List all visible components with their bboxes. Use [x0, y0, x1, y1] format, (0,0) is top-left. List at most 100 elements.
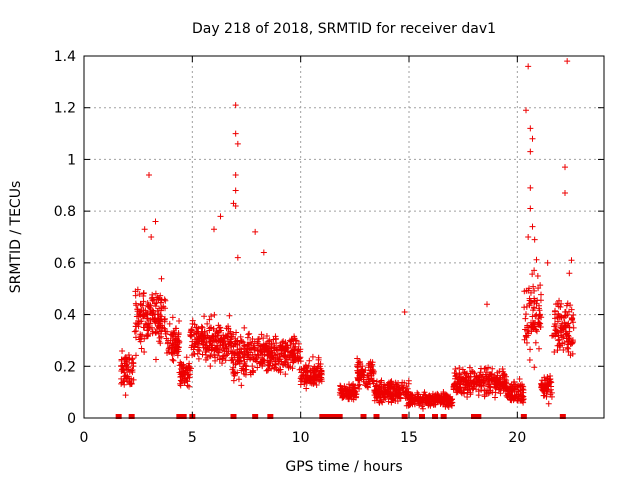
data-point: [345, 389, 352, 396]
data-point: [217, 213, 224, 220]
data-point: [203, 339, 210, 346]
data-point: [549, 332, 555, 339]
data-point: [181, 369, 188, 376]
data-point: [128, 367, 135, 374]
zero-flag-marker: [419, 414, 425, 419]
data-point: [155, 311, 162, 318]
data-point: [307, 367, 314, 374]
data-point: [346, 381, 353, 388]
data-point: [356, 385, 363, 392]
data-point: [545, 382, 552, 389]
data-point: [494, 372, 501, 379]
data-point: [295, 340, 302, 347]
data-point: [161, 296, 168, 303]
data-point: [533, 256, 540, 263]
data-point: [145, 326, 152, 333]
data-point: [174, 343, 181, 350]
data-point: [252, 228, 259, 235]
data-point: [161, 315, 168, 322]
grid: [84, 56, 604, 418]
data-point: [265, 338, 272, 345]
data-point: [396, 391, 403, 398]
zero-flag-marker: [267, 414, 274, 419]
data-point: [527, 184, 534, 191]
data-point: [139, 302, 146, 309]
data-point: [121, 360, 128, 367]
data-point: [214, 329, 221, 336]
data-point: [174, 346, 181, 353]
zero-flag-marker: [115, 414, 122, 419]
zero-flag-marker: [180, 414, 187, 419]
data-point: [191, 351, 198, 358]
data-point: [527, 125, 534, 132]
data-point: [538, 291, 545, 298]
data-point: [162, 305, 169, 312]
data-point: [152, 356, 159, 363]
data-point: [223, 344, 230, 351]
data-point: [569, 316, 576, 323]
data-point: [177, 377, 184, 384]
data-point: [465, 375, 472, 382]
data-point: [118, 363, 125, 370]
data-point: [191, 331, 198, 338]
data-point: [272, 333, 279, 340]
y-tick-label: 1.4: [54, 49, 76, 65]
data-point: [310, 380, 317, 387]
zero-flag-marker: [520, 414, 527, 419]
data-point: [129, 356, 136, 363]
zero-flag-marker: [440, 414, 447, 419]
data-point: [281, 360, 288, 367]
data-point: [263, 367, 270, 374]
data-point: [536, 345, 543, 352]
zero-flag-marker: [252, 414, 259, 419]
data-point: [165, 345, 172, 352]
x-tick-label: 20: [508, 430, 526, 446]
data-point: [522, 315, 529, 322]
data-point: [534, 272, 541, 279]
data-point: [242, 362, 249, 369]
data-point: [163, 335, 170, 342]
data-point: [385, 388, 392, 395]
data-point: [220, 342, 227, 349]
data-point: [461, 370, 468, 377]
data-point: [537, 282, 544, 289]
zero-flag-marker: [373, 414, 380, 419]
data-point: [167, 331, 174, 338]
data-point: [529, 313, 536, 320]
data-point: [216, 356, 223, 363]
data-point: [158, 322, 165, 329]
data-point: [560, 347, 567, 354]
data-point: [512, 394, 519, 401]
data-point: [456, 371, 463, 378]
data-point: [532, 326, 539, 333]
data-point: [403, 383, 410, 390]
data-point: [232, 130, 239, 137]
data-point: [140, 324, 147, 331]
data-point: [468, 379, 475, 386]
data-point: [368, 368, 375, 375]
axis-ticks: [83, 55, 604, 419]
data-point: [146, 324, 153, 331]
data-point: [141, 349, 148, 356]
data-point: [158, 333, 165, 340]
data-point: [228, 334, 235, 341]
data-point: [137, 318, 144, 325]
data-point: [503, 380, 510, 387]
data-point: [219, 360, 226, 367]
data-point: [221, 348, 228, 355]
data-point: [180, 361, 187, 368]
data-point: [464, 394, 471, 401]
zero-flag-marker: [401, 414, 408, 419]
data-point: [193, 339, 200, 346]
y-tick-label: 0.6: [54, 256, 76, 272]
data-point: [170, 341, 177, 348]
data-point: [366, 372, 373, 379]
data-point: [379, 399, 386, 406]
x-tick-label: 0: [80, 430, 89, 446]
data-point: [187, 333, 194, 340]
data-point: [149, 291, 156, 298]
data-point: [246, 330, 253, 337]
data-point: [312, 365, 319, 372]
data-point: [158, 275, 165, 282]
